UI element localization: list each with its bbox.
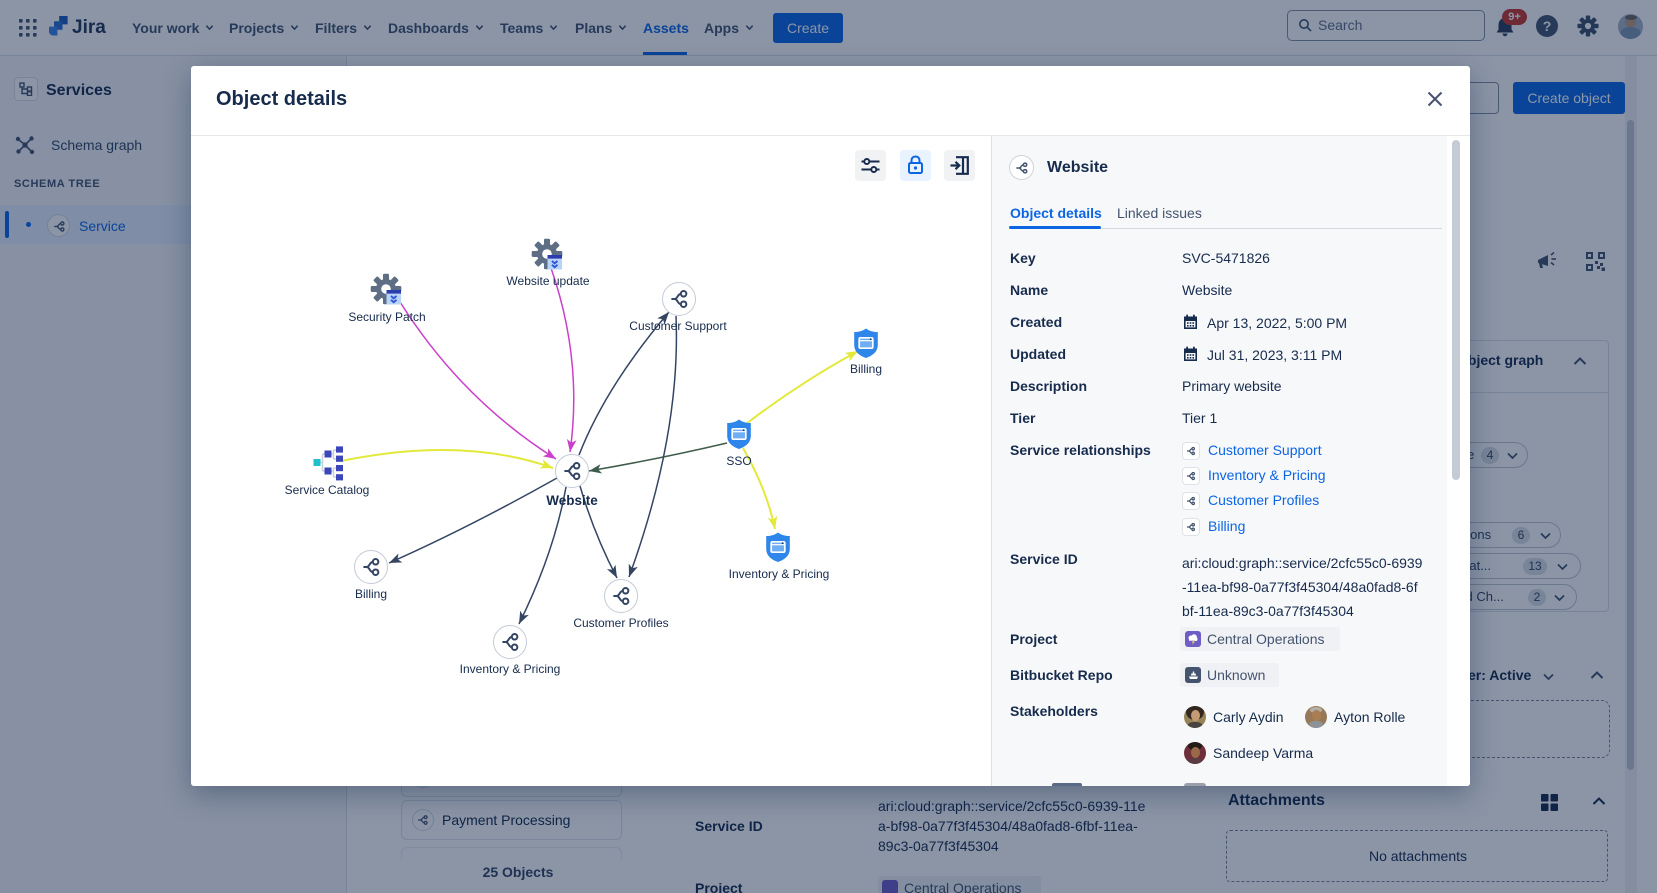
- svg-text:Website: Website: [546, 493, 598, 508]
- svg-text:Security Patch: Security Patch: [348, 310, 425, 324]
- svg-text:Website update: Website update: [506, 274, 589, 288]
- svg-text:Service Catalog: Service Catalog: [285, 483, 370, 497]
- svg-text:Customer Profiles: Customer Profiles: [573, 616, 668, 630]
- svg-text:Inventory & Pricing: Inventory & Pricing: [460, 662, 561, 676]
- svg-text:Customer Support: Customer Support: [629, 319, 727, 333]
- svg-text:Billing: Billing: [355, 587, 387, 601]
- svg-text:SSO: SSO: [726, 454, 751, 468]
- svg-text:Inventory & Pricing: Inventory & Pricing: [729, 567, 830, 581]
- svg-text:Billing: Billing: [850, 362, 882, 376]
